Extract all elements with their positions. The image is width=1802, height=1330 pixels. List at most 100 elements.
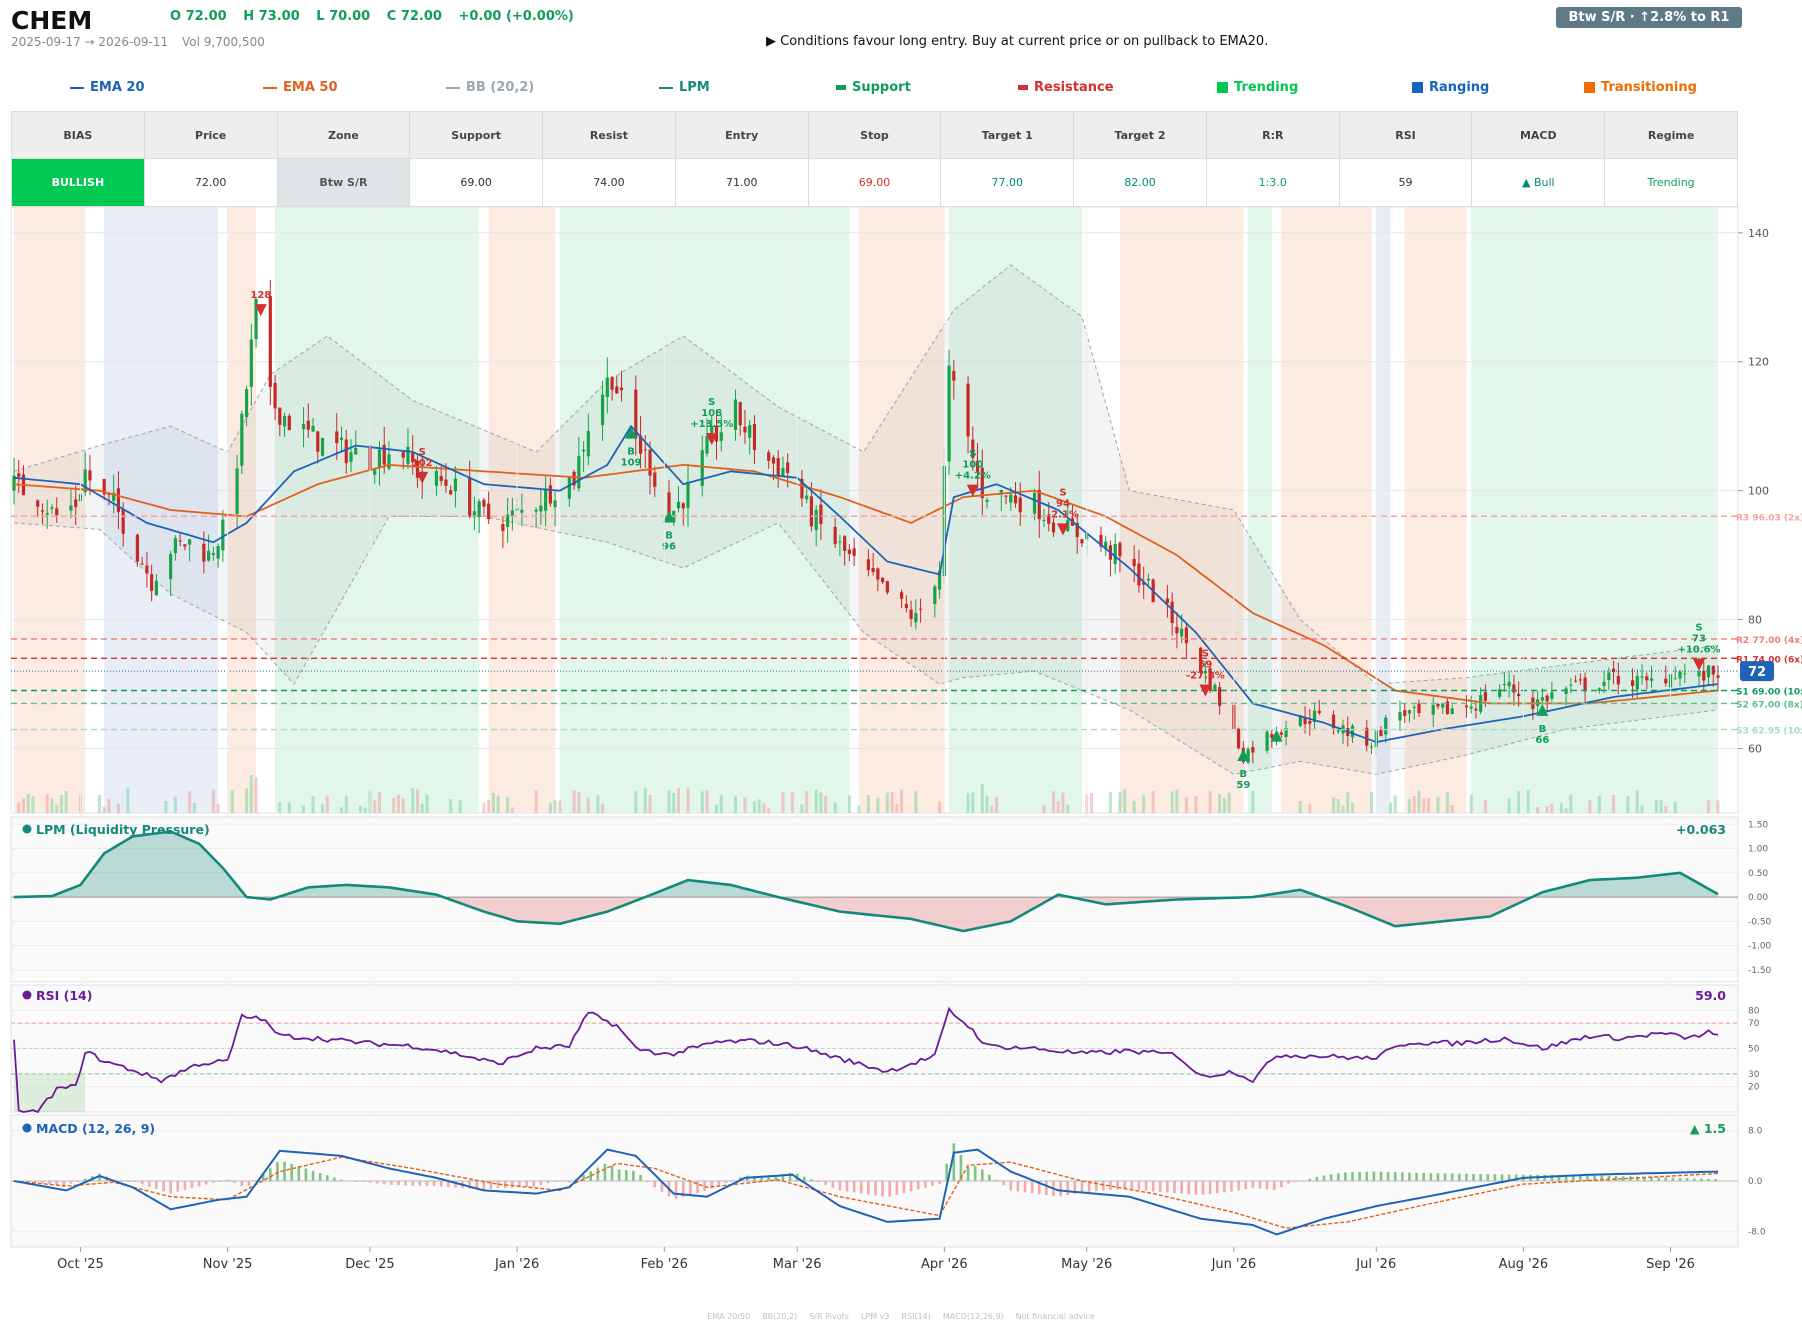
candle xyxy=(40,503,45,525)
candle xyxy=(482,497,486,516)
candle xyxy=(1469,695,1473,714)
candle-body xyxy=(453,478,458,492)
candle xyxy=(733,389,738,441)
macd-histogram-bar xyxy=(1329,1174,1333,1181)
summary-header-regime: Regime xyxy=(1604,111,1738,159)
sell-arrow-icon xyxy=(1199,684,1212,697)
macd-histogram-bar xyxy=(995,1179,998,1181)
candle-body xyxy=(1441,703,1445,708)
macd-histogram-bar xyxy=(952,1143,956,1181)
candle xyxy=(980,449,984,515)
candle xyxy=(510,497,514,531)
volume-total: Vol 9,700,500 xyxy=(182,35,265,49)
legend-label: EMA 50 xyxy=(283,80,338,95)
candle-body xyxy=(188,539,192,545)
macd-histogram-bar xyxy=(1045,1181,1048,1196)
candle xyxy=(88,455,92,496)
candle xyxy=(1502,671,1507,692)
candle-body xyxy=(805,495,809,500)
legend-item-trending[interactable]: Trending xyxy=(1217,80,1298,95)
candle xyxy=(634,375,638,456)
macd-histogram-bar xyxy=(1685,1178,1689,1181)
candle-body xyxy=(985,499,989,502)
rsi-panel-tick-label: 30 xyxy=(1748,1070,1760,1080)
candle-body xyxy=(1018,497,1022,513)
macd-histogram-bar xyxy=(852,1181,856,1193)
regime-band-transitioning xyxy=(1281,207,1372,813)
signal-label: +13.5% xyxy=(690,419,733,430)
legend-item-resistance[interactable]: Resistance xyxy=(1018,80,1114,95)
summary-header-macd: MACD xyxy=(1471,111,1606,159)
candle-body xyxy=(1597,688,1601,691)
macd-histogram-bar xyxy=(176,1181,180,1192)
legend-item-ranging[interactable]: Ranging xyxy=(1412,80,1489,95)
macd-histogram-bar xyxy=(190,1181,194,1189)
legend-item-lpm[interactable]: LPM xyxy=(659,80,710,95)
volume-bar xyxy=(278,802,282,813)
summary-header-entry: Entry xyxy=(674,111,809,159)
candle xyxy=(335,413,339,461)
candle-body xyxy=(1165,598,1170,604)
macd-histogram-bar xyxy=(760,1176,763,1181)
candle-body xyxy=(1716,675,1720,678)
candle xyxy=(249,323,253,407)
candle xyxy=(354,430,358,455)
candle xyxy=(1611,660,1616,685)
candle xyxy=(653,466,657,498)
candle-body xyxy=(140,563,144,565)
candle-body xyxy=(1199,647,1203,672)
lpm-panel-tick-label: -1.50 xyxy=(1748,966,1772,976)
volume-bar xyxy=(126,787,130,813)
candle xyxy=(643,435,647,468)
candle xyxy=(1184,623,1188,658)
candle xyxy=(676,486,681,513)
candle-body xyxy=(553,500,557,508)
candle-body xyxy=(952,370,956,381)
candle xyxy=(339,426,344,453)
candle xyxy=(985,497,989,509)
volume-bar xyxy=(321,804,325,813)
legend-item-support[interactable]: Support xyxy=(836,80,911,95)
macd-histogram-bar xyxy=(1030,1181,1034,1194)
summary-value-row: BULLISH 72.00 Btw S/R 69.00 74.00 71.00 69.00 7… xyxy=(11,158,1738,207)
macd-histogram-bar xyxy=(924,1181,927,1188)
macd-histogram-bar xyxy=(909,1181,913,1192)
candle xyxy=(871,553,875,576)
legend-item-ema-50[interactable]: EMA 50 xyxy=(263,80,338,95)
volume-bar xyxy=(1061,792,1065,813)
price-tick-label: 60 xyxy=(1748,743,1762,756)
macd-histogram-bar xyxy=(1379,1171,1383,1181)
candle xyxy=(1517,681,1521,707)
candle-body xyxy=(83,469,87,493)
candle xyxy=(534,507,538,528)
legend-item-ema-20[interactable]: EMA 20 xyxy=(70,80,145,95)
summary-cell-bias: BULLISH xyxy=(11,158,145,207)
candle xyxy=(477,498,481,534)
macd-histogram-bar xyxy=(1543,1174,1547,1181)
macd-histogram-bar xyxy=(1251,1181,1255,1188)
volume-bar xyxy=(1417,790,1421,813)
candle-body xyxy=(1104,541,1108,550)
candle-body xyxy=(254,298,258,340)
candle xyxy=(619,370,624,402)
candle-body xyxy=(1431,705,1435,715)
signal-label: +4.2% xyxy=(955,471,991,482)
volume-bar xyxy=(1370,791,1374,813)
candle-body xyxy=(1578,679,1582,681)
volume-bar xyxy=(1089,792,1093,813)
macd-histogram-bar xyxy=(1386,1171,1390,1181)
candle-body xyxy=(1602,681,1606,686)
macd-histogram-bar xyxy=(26,1181,30,1183)
candle xyxy=(1270,729,1274,748)
candle xyxy=(1203,661,1207,684)
candle xyxy=(971,426,975,471)
volume-bar xyxy=(667,790,671,813)
rsi-panel-tick-label: 50 xyxy=(1748,1045,1760,1055)
candle xyxy=(287,413,291,431)
legend-item-transitioning[interactable]: Transitioning xyxy=(1584,80,1697,95)
signal-label: 66 xyxy=(1535,735,1549,746)
legend-item-bb-20-2[interactable]: BB (20,2) xyxy=(446,80,534,95)
candle xyxy=(169,550,173,597)
candle xyxy=(743,409,747,444)
